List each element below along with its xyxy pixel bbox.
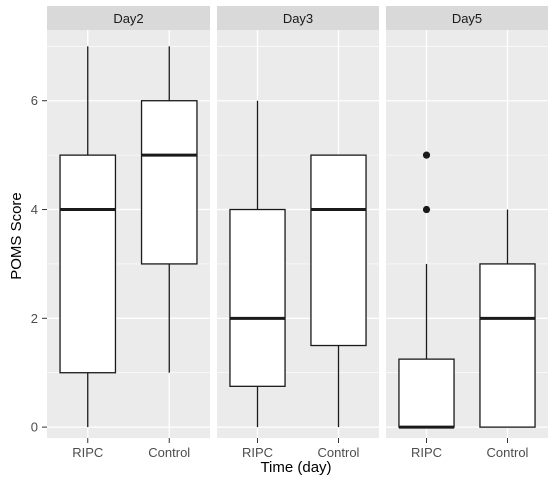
facet-panel-day5: Day5 RIPC Control (386, 6, 548, 460)
box-control (479, 209, 536, 428)
y-tick-label: 0 (31, 420, 38, 435)
facet-strip-label: Day2 (113, 11, 143, 26)
facet-panels: Day2 RIPC Control Day3 RIPC Control Day5 RIPC Co… (47, 6, 548, 460)
box-iqr (310, 154, 367, 347)
x-tick-label: RIPC (242, 445, 273, 460)
box-control (310, 154, 367, 428)
box-iqr (140, 100, 198, 265)
facet-strip-label: Day3 (283, 11, 313, 26)
x-tick-label: RIPC (72, 445, 103, 460)
facet-panel-day3: Day3 RIPC Control (217, 6, 379, 460)
x-tick-label: RIPC (411, 445, 442, 460)
x-tick-label: Control (148, 445, 190, 460)
y-tick-label: 2 (31, 311, 38, 326)
box-control (140, 46, 198, 373)
facet-strip (217, 6, 379, 30)
box-iqr (59, 154, 117, 374)
x-axis-title: Time (day) (260, 459, 331, 476)
facet-strip-label: Day5 (452, 11, 482, 26)
box-iqr (229, 208, 286, 387)
x-tick-label: Control (487, 445, 529, 460)
y-axis-title: POMS Score (8, 192, 25, 280)
box-iqr (479, 263, 536, 428)
box-iqr (398, 358, 455, 428)
box-ripc (398, 151, 455, 429)
x-tick-label: Control (318, 445, 360, 460)
facet-strip (47, 6, 210, 30)
box-ripc (59, 46, 117, 428)
facet-panel-day2: Day2 RIPC Control (47, 6, 210, 460)
outlier-point (422, 205, 431, 214)
y-tick-label: 6 (31, 93, 38, 108)
facet-strip (386, 6, 548, 30)
y-tick-label: 4 (31, 202, 38, 217)
box-ripc (229, 100, 286, 428)
outlier-point (422, 151, 431, 159)
y-axis-ticks: 0 2 4 6 (31, 93, 47, 435)
